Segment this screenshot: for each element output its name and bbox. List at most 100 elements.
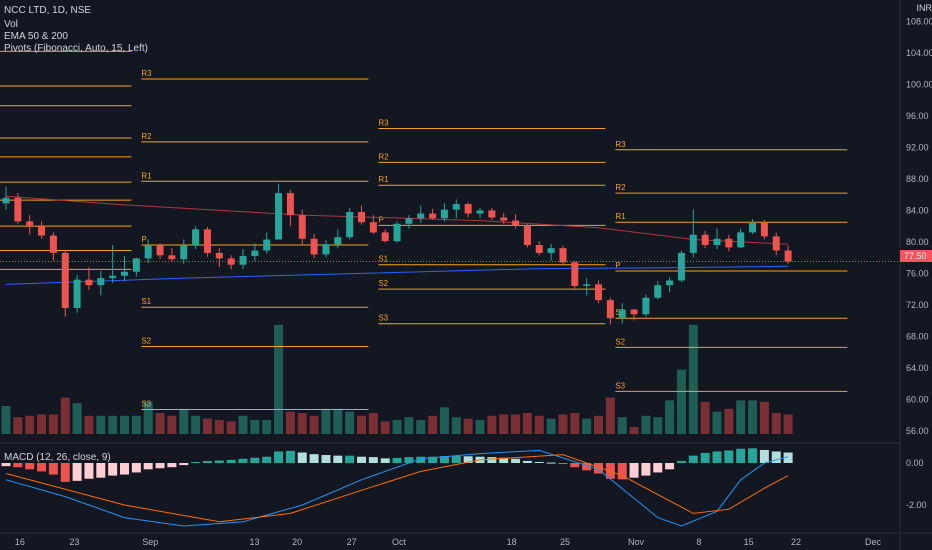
volume-bar (226, 421, 236, 434)
macd-histogram-bar (60, 463, 70, 482)
volume-bar (416, 420, 426, 434)
candle-body (215, 252, 223, 259)
macd-histogram-bar (463, 456, 473, 463)
price-tick-label: 80.00 (906, 237, 929, 247)
volume-bar (511, 414, 521, 434)
macd-histogram-bar (191, 461, 201, 463)
volume-bar (487, 415, 497, 434)
macd-histogram-bar (48, 463, 58, 475)
pivot-level-label: S2 (615, 337, 625, 346)
candle-body (429, 213, 437, 219)
volume-bar (404, 417, 414, 434)
macd-histogram-bar (522, 460, 532, 463)
candle-body (725, 238, 733, 248)
volume-bar (285, 411, 295, 434)
pivots-indicator-label[interactable]: Pivots (Fibonacci, Auto, 15, Left) (4, 43, 148, 54)
macd-histogram-bar (345, 455, 355, 463)
macd-indicator-label[interactable]: MACD (12, 26, close, 9) (4, 452, 111, 463)
macd-histogram-bar (558, 463, 568, 465)
volume-bar (712, 411, 722, 434)
volume-bar (143, 401, 153, 434)
volume-bar (274, 324, 284, 434)
candle-body (49, 235, 57, 253)
macd-histogram-bar (179, 463, 189, 466)
volume-bar (1, 406, 11, 434)
volume-bar (179, 408, 189, 434)
candle-body (417, 213, 425, 219)
candle-body (618, 309, 626, 319)
volume-bar (238, 415, 248, 434)
volume-bar (558, 414, 568, 434)
volume-bar (676, 369, 686, 434)
volume-bar (345, 411, 355, 434)
macd-histogram-bar (511, 458, 521, 463)
volume-bar (309, 415, 319, 434)
volume-bar (167, 415, 177, 434)
pivot-level-label: R1 (615, 212, 626, 221)
candle-body (571, 262, 579, 286)
candle-body (583, 284, 591, 286)
time-tick-label: 8 (696, 537, 701, 547)
candle-body (26, 221, 34, 226)
macd-histogram-bar (629, 463, 639, 478)
volume-bar (439, 407, 449, 434)
volume-bar (72, 403, 82, 434)
candle-body (642, 297, 650, 315)
macd-histogram-bar (202, 460, 212, 463)
volume-indicator-label[interactable]: Vol (4, 19, 18, 30)
volume-bar (321, 408, 331, 434)
macd-histogram-bar (120, 463, 129, 475)
pivot-level-label: P (141, 235, 146, 244)
macd-histogram-bar (499, 457, 509, 463)
candle-body (713, 238, 721, 246)
volume-bar (428, 415, 438, 434)
volume-bar (25, 415, 35, 434)
candle-body (156, 245, 164, 256)
candle-body (144, 245, 152, 259)
macd-histogram-bar (297, 452, 307, 463)
macd-histogram-bar (96, 463, 106, 478)
pivot-level-label: S1 (378, 255, 388, 264)
currency-label: INR (916, 3, 932, 13)
macd-histogram-bar (712, 451, 722, 463)
candle-body (251, 250, 259, 257)
candle-body (358, 211, 365, 223)
candle-body (523, 225, 531, 246)
candle-body (595, 284, 602, 301)
macd-histogram-bar (37, 463, 47, 472)
macd-histogram-bar (617, 463, 627, 480)
macd-histogram-bar (570, 463, 580, 468)
macd-histogram-bar (72, 463, 82, 481)
volume-bar (357, 415, 366, 434)
macd-histogram-bar (653, 463, 663, 473)
candle-body (203, 229, 211, 253)
macd-signal-line (5, 454, 789, 523)
macd-histogram-bar (451, 455, 461, 463)
candle-body (737, 232, 745, 248)
candle-body (310, 238, 318, 255)
pivot-level-label: P (378, 215, 383, 224)
time-tick-label: Dec (865, 537, 882, 547)
macd-histogram-bar (238, 458, 248, 463)
candle-body (132, 258, 140, 272)
volume-bar (333, 408, 343, 434)
macd-histogram-bar (676, 460, 686, 463)
candle-body (334, 237, 342, 245)
macd-histogram-bar (143, 463, 153, 470)
candle-body (440, 209, 448, 219)
macd-histogram-bar (380, 458, 390, 463)
volume-bar (522, 413, 532, 434)
volume-bar (665, 400, 675, 434)
volume-bar (463, 418, 473, 434)
time-tick-label: 18 (507, 537, 517, 547)
volume-bar (570, 413, 580, 434)
symbol-title[interactable]: NCC LTD, 1D, NSE (4, 5, 92, 16)
volume-bar (594, 415, 603, 434)
macd-histogram-bar (285, 450, 295, 463)
volume-bar (13, 417, 23, 434)
macd-histogram-bar (487, 457, 497, 463)
ema-indicator-label[interactable]: EMA 50 & 200 (4, 31, 68, 42)
volume-bar (546, 418, 556, 434)
macd-tick-label: -2.00 (906, 500, 927, 510)
